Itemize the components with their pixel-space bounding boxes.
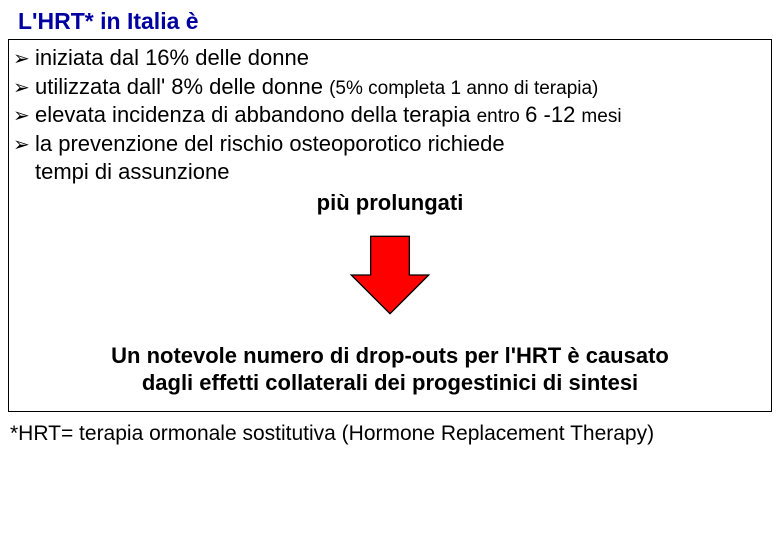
bullet-item: ➢ iniziata dal 16% delle donne [13, 44, 767, 73]
bullet-marker-icon: ➢ [13, 76, 35, 102]
bullet-marker-icon: ➢ [13, 47, 35, 73]
bullet-trail-big: 6 -12 [525, 102, 581, 127]
slide-title: L'HRT* in Italia è [0, 0, 780, 39]
footnote: *HRT= terapia ormonale sostitutiva (Horm… [0, 412, 780, 446]
conclusion-line: dagli effetti collaterali dei progestini… [33, 369, 747, 397]
bullet-item: ➢ utilizzata dall' 8% delle donne (5% co… [13, 73, 767, 102]
bullet-main: utilizzata dall' 8% delle donne [35, 74, 329, 99]
bullet-trail: mesi [581, 106, 621, 127]
bullet-main: elevata incidenza di abbandono della ter… [35, 102, 477, 127]
bullet-marker-icon: ➢ [13, 104, 35, 130]
bullet-text: elevata incidenza di abbandono della ter… [35, 101, 767, 129]
slide: L'HRT* in Italia è ➢ iniziata dal 16% de… [0, 0, 780, 540]
bullet-trail: entro [477, 106, 526, 127]
arrow-container [13, 231, 767, 324]
bullet-paren: (5% completa 1 anno di terapia) [329, 78, 598, 99]
down-arrow-icon [346, 231, 434, 319]
bullet-item: ➢ elevata incidenza di abbandono della t… [13, 101, 767, 130]
bullet-text: iniziata dal 16% delle donne [35, 44, 767, 72]
bullet-list: ➢ iniziata dal 16% delle donne ➢ utilizz… [13, 44, 767, 217]
conclusion-line: Un notevole numero di drop-outs per l'HR… [33, 342, 747, 370]
conclusion-text: Un notevole numero di drop-outs per l'HR… [13, 342, 767, 397]
bullet-text: utilizzata dall' 8% delle donne (5% comp… [35, 73, 767, 101]
bullet-text: la prevenzione del rischio osteoporotico… [35, 130, 767, 158]
indent-line: tempi di assunzione [13, 158, 767, 186]
bullet-marker-icon: ➢ [13, 133, 35, 159]
bullet-item: ➢ la prevenzione del rischio osteoporoti… [13, 130, 767, 159]
content-box: ➢ iniziata dal 16% delle donne ➢ utilizz… [8, 39, 772, 412]
bold-center-text: più prolungati [13, 189, 767, 217]
